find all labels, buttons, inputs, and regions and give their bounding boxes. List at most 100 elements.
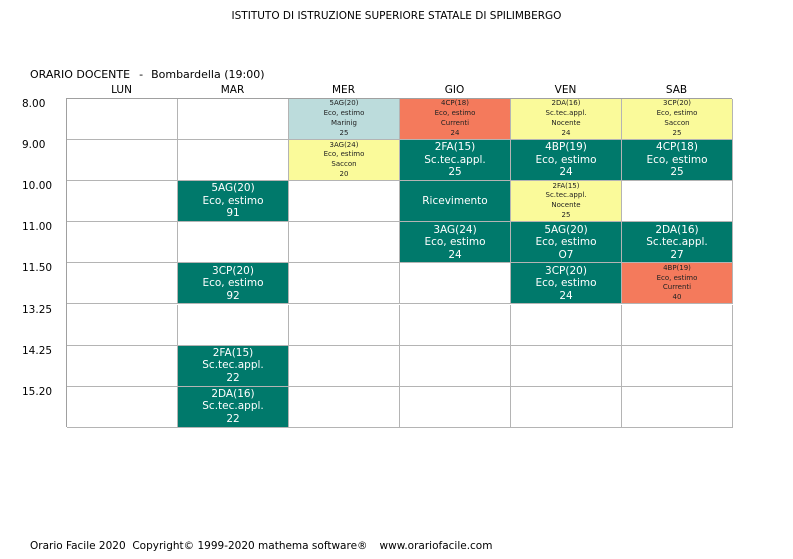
lesson-line: Marinig bbox=[331, 119, 357, 128]
schedule-title: ORARIO DOCENTE bbox=[30, 68, 131, 81]
lesson-line: 20 bbox=[339, 169, 349, 178]
lesson-block[interactable]: 3CP(20) Eco, estimo Saccon 25 bbox=[622, 99, 733, 141]
lesson-line: Eco, estimo bbox=[202, 277, 264, 290]
timetable-cell[interactable] bbox=[400, 304, 511, 346]
lesson-line: Ricevimento bbox=[422, 194, 488, 207]
timetable-cell[interactable] bbox=[67, 386, 178, 428]
timetable-cell[interactable] bbox=[400, 345, 511, 387]
lesson-line: Eco, estimo bbox=[323, 109, 365, 118]
lesson-block[interactable]: Ricevimento bbox=[400, 181, 511, 223]
timetable-cell[interactable] bbox=[67, 99, 178, 141]
timetable-cell[interactable] bbox=[289, 263, 400, 305]
lesson-line: 2DA(16) bbox=[655, 223, 699, 236]
lesson-line: 5AG(20) bbox=[544, 223, 588, 236]
lesson-line: Saccon bbox=[664, 119, 690, 128]
lesson-line: 2DA(16) bbox=[551, 99, 581, 108]
subtitle-separator: - bbox=[139, 68, 144, 81]
timetable-cell[interactable] bbox=[622, 345, 733, 387]
timetable-cell[interactable] bbox=[289, 386, 400, 428]
timetable-cell[interactable] bbox=[511, 386, 622, 428]
lesson-line: 3CP(20) bbox=[545, 264, 587, 277]
lesson-block[interactable]: 4BP(19) Eco, estimo Currenti 40 bbox=[622, 263, 733, 305]
lesson-line: 24 bbox=[561, 128, 571, 137]
lesson-line: 2FA(15) bbox=[212, 346, 254, 359]
time-label: 9.00 bbox=[22, 139, 46, 152]
time-label: 10.00 bbox=[22, 180, 53, 193]
lesson-block[interactable]: 2FA(15) Sc.tec.appl. Nocente 25 bbox=[511, 181, 622, 223]
timetable-cell[interactable] bbox=[67, 304, 178, 346]
timetable-cell[interactable] bbox=[289, 345, 400, 387]
lesson-block[interactable]: 3AG(24) Eco, estimo Saccon 20 bbox=[289, 140, 400, 182]
time-label: 14.25 bbox=[22, 344, 53, 357]
timetable-cell[interactable] bbox=[511, 304, 622, 346]
timetable-cell[interactable] bbox=[178, 304, 289, 346]
timetable-cell[interactable] bbox=[511, 345, 622, 387]
lesson-line: 25 bbox=[448, 166, 462, 179]
day-header-gio: GIO bbox=[444, 84, 465, 96]
lesson-block[interactable]: 3CP(20) Eco, estimo 24 bbox=[511, 263, 622, 305]
day-header-mar: MAR bbox=[220, 84, 245, 96]
day-header-lun: LUN bbox=[111, 84, 132, 96]
lesson-line: Nocente bbox=[551, 119, 581, 128]
timetable-cell[interactable] bbox=[67, 263, 178, 305]
lesson-line: 24 bbox=[450, 128, 460, 137]
lesson-block[interactable]: 2FA(15) Sc.tec.appl. 25 bbox=[400, 140, 511, 182]
timetable-cell[interactable] bbox=[67, 140, 178, 182]
lesson-block[interactable]: 5AG(20) Eco, estimo Marinig 25 bbox=[289, 99, 400, 141]
lesson-block[interactable]: 4CP(18) Eco, estimo 25 bbox=[622, 140, 733, 182]
lesson-line: 5AG(20) bbox=[211, 182, 255, 195]
school-title: ISTITUTO DI ISTRUZIONE SUPERIORE STATALE… bbox=[231, 10, 562, 22]
lesson-line: 27 bbox=[670, 248, 684, 261]
time-label: 8.00 bbox=[22, 98, 46, 110]
footer-copyright: Orario Facile 2020 Copyright© 1999-2020 … bbox=[30, 540, 368, 552]
timetable-cell[interactable] bbox=[67, 345, 178, 387]
lesson-line: 25 bbox=[339, 128, 349, 137]
lesson-line: 25 bbox=[672, 128, 682, 137]
lesson-block[interactable]: 3AG(24) Eco, estimo 24 bbox=[400, 222, 511, 264]
lesson-line: Eco, estimo bbox=[535, 236, 597, 249]
timetable-cell[interactable] bbox=[289, 304, 400, 346]
lesson-line: 2FA(15) bbox=[434, 141, 476, 154]
timetable-cell[interactable] bbox=[178, 99, 289, 141]
lesson-line: 3CP(20) bbox=[663, 99, 691, 108]
lesson-line: 24 bbox=[448, 248, 462, 261]
lesson-line: Sc.tec.appl. bbox=[545, 109, 587, 118]
lesson-line: Eco, estimo bbox=[535, 277, 597, 290]
timetable-cell[interactable] bbox=[622, 304, 733, 346]
timetable-cell[interactable] bbox=[67, 181, 178, 223]
lesson-block[interactable]: 3CP(20) Eco, estimo 92 bbox=[178, 263, 289, 305]
lesson-block[interactable]: 2FA(15) Sc.tec.appl. 22 bbox=[178, 345, 289, 387]
lesson-line: Sc.tec.appl. bbox=[424, 153, 486, 166]
timetable-cell[interactable] bbox=[178, 140, 289, 182]
lesson-block[interactable]: 2DA(16) Sc.tec.appl. Nocente 24 bbox=[511, 99, 622, 141]
lesson-block[interactable]: 2DA(16) Sc.tec.appl. 27 bbox=[622, 222, 733, 264]
lesson-block[interactable]: 4BP(19) Eco, estimo 24 bbox=[511, 140, 622, 182]
lesson-block[interactable]: 5AG(20) Eco, estimo O7 bbox=[511, 222, 622, 264]
timetable-cell[interactable] bbox=[400, 263, 511, 305]
lesson-line: Saccon bbox=[331, 160, 357, 169]
footer-url[interactable]: www.orariofacile.com bbox=[379, 540, 493, 552]
timetable-cell[interactable] bbox=[178, 222, 289, 264]
timetable-cell[interactable] bbox=[289, 181, 400, 223]
timetable-cell[interactable] bbox=[289, 222, 400, 264]
timetable-cell[interactable] bbox=[400, 386, 511, 428]
lesson-line: 2DA(16) bbox=[211, 387, 255, 400]
lesson-line: 92 bbox=[226, 289, 240, 302]
timetable-cell[interactable] bbox=[622, 181, 733, 223]
lesson-line: 22 bbox=[226, 412, 240, 425]
lesson-block[interactable]: 5AG(20) Eco, estimo 91 bbox=[178, 181, 289, 223]
lesson-line: Currenti bbox=[440, 119, 470, 128]
lesson-line: 40 bbox=[672, 293, 682, 302]
lesson-block[interactable]: 4CP(18) Eco, estimo Currenti 24 bbox=[400, 99, 511, 141]
lesson-line: 4CP(18) bbox=[656, 141, 698, 154]
lesson-line: 4BP(19) bbox=[663, 263, 691, 272]
lesson-block[interactable]: 2DA(16) Sc.tec.appl. 22 bbox=[178, 386, 289, 428]
lesson-line: Nocente bbox=[551, 201, 581, 210]
timetable-cell[interactable] bbox=[67, 222, 178, 264]
teacher-name: Bombardella bbox=[151, 68, 221, 81]
footer: Orario Facile 2020 Copyright© 1999-2020 … bbox=[30, 540, 492, 552]
lesson-line: Sc.tec.appl. bbox=[202, 400, 264, 413]
time-label: 15.20 bbox=[22, 385, 53, 398]
timetable-cell[interactable] bbox=[622, 386, 733, 428]
lesson-line: Eco, estimo bbox=[424, 236, 486, 249]
